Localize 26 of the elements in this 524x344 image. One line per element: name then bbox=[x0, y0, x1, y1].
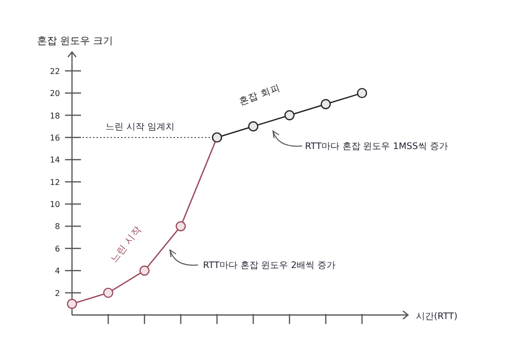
annotation: RTT마다 혼잡 윈도우 2배씩 증가 bbox=[203, 261, 336, 271]
y-axis-title: 혼잡 윈도우 크기 bbox=[36, 36, 114, 47]
point bbox=[176, 221, 186, 232]
y-tick-label: 4 bbox=[54, 266, 60, 276]
ref-line-label: 느린 시작 임계치 bbox=[106, 122, 174, 132]
point bbox=[284, 110, 295, 120]
y-tick-label: 8 bbox=[54, 222, 60, 232]
text: 느린 시작 bbox=[108, 224, 144, 265]
point bbox=[139, 266, 150, 276]
y-tick-label: 12 bbox=[50, 178, 60, 187]
point bbox=[320, 99, 331, 110]
point bbox=[248, 121, 258, 132]
point bbox=[66, 298, 78, 310]
point bbox=[103, 288, 114, 298]
annotation: RTT마다 혼잡 윈도우 1MSS씩 증가 bbox=[305, 142, 448, 152]
y-tick-label: 18 bbox=[50, 111, 60, 120]
y-tick-label: 16 bbox=[50, 133, 60, 142]
y-tick-label: 2 bbox=[54, 288, 60, 298]
y-tick-label: 20 bbox=[50, 89, 60, 98]
text: 혼잡 회피 bbox=[238, 82, 282, 108]
y-tick-label: 10 bbox=[50, 200, 60, 210]
y-tick-label: 6 bbox=[54, 244, 60, 254]
y-tick-label: 22 bbox=[50, 66, 60, 76]
point bbox=[356, 88, 368, 98]
y-tick-label: 14 bbox=[50, 156, 60, 165]
x-axis-title: 시간(RTT) bbox=[416, 312, 458, 322]
